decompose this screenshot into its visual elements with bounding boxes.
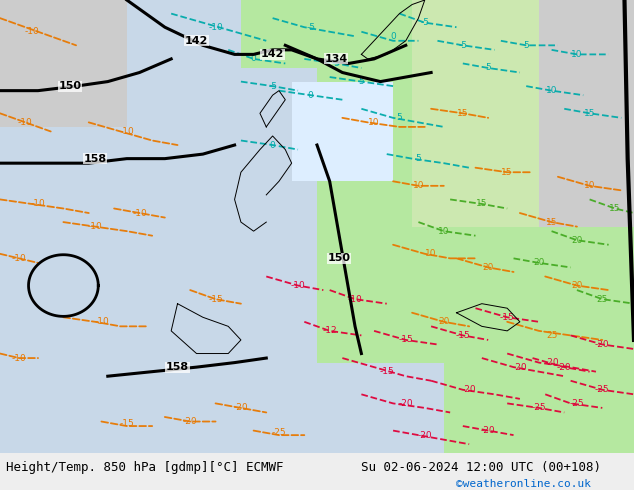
Text: -15: -15	[455, 331, 470, 340]
Text: 5: 5	[415, 154, 422, 163]
Text: 15: 15	[609, 204, 621, 213]
Text: -20: -20	[233, 403, 249, 413]
Text: -10: -10	[94, 318, 109, 326]
Text: -25: -25	[595, 385, 610, 394]
Text: 142: 142	[185, 36, 208, 46]
Text: 20: 20	[533, 258, 545, 268]
Text: 150: 150	[58, 81, 81, 91]
Bar	[241, 363, 444, 453]
Text: -10: -10	[119, 127, 134, 136]
Text: 158: 158	[84, 154, 107, 164]
Text: 15: 15	[476, 199, 488, 208]
Text: 10: 10	[571, 50, 583, 59]
Text: 20: 20	[482, 263, 494, 272]
Text: 10: 10	[425, 249, 437, 258]
Bar	[178, 68, 317, 385]
Bar	[292, 81, 393, 181]
Text: 15: 15	[501, 168, 513, 177]
Text: -5: -5	[420, 18, 429, 27]
Text: -20: -20	[544, 358, 559, 367]
Text: -25: -25	[271, 428, 287, 438]
Text: -15: -15	[500, 313, 515, 322]
Bar	[0, 0, 127, 127]
Text: 5: 5	[523, 41, 529, 50]
Text: -10: -10	[24, 27, 39, 36]
Text: 158: 158	[166, 362, 189, 372]
Text: 5: 5	[485, 64, 491, 73]
Text: 20: 20	[571, 281, 583, 290]
Text: -10: -10	[347, 294, 363, 304]
Text: -10: -10	[11, 254, 27, 263]
Text: -15: -15	[119, 419, 134, 428]
Text: -5: -5	[458, 41, 467, 50]
Text: -10: -10	[18, 118, 33, 127]
Text: -20: -20	[398, 399, 413, 408]
Text: 20: 20	[571, 236, 583, 245]
Text: 5: 5	[358, 77, 365, 86]
Text: -5: -5	[268, 82, 277, 91]
Text: 10: 10	[368, 118, 380, 127]
Text: Su 02-06-2024 12:00 UTC (00+108): Su 02-06-2024 12:00 UTC (00+108)	[361, 462, 602, 474]
Text: -10: -10	[208, 23, 223, 32]
Text: 15: 15	[457, 109, 469, 118]
Text: -10: -10	[87, 222, 103, 231]
Text: -20: -20	[462, 385, 477, 394]
Text: 142: 142	[261, 49, 284, 59]
Bar	[539, 0, 634, 226]
Text: -15: -15	[379, 367, 394, 376]
Text: 10: 10	[584, 181, 595, 190]
Text: 25: 25	[546, 331, 557, 340]
Bar	[0, 0, 254, 453]
Text: -10: -10	[290, 281, 306, 290]
Text: -20: -20	[183, 417, 198, 426]
Text: 0: 0	[269, 141, 276, 149]
Text: -25: -25	[569, 399, 585, 408]
Bar	[412, 0, 634, 226]
Text: 5: 5	[396, 113, 403, 122]
Text: -5: -5	[332, 59, 340, 68]
Text: -15: -15	[398, 336, 413, 344]
Text: 150: 150	[328, 253, 351, 263]
Text: -12: -12	[322, 326, 337, 335]
Text: -20: -20	[512, 363, 527, 371]
Text: -10: -10	[30, 199, 46, 208]
Text: -15: -15	[208, 294, 223, 304]
Text: 10: 10	[546, 86, 557, 95]
Text: 20: 20	[438, 318, 450, 326]
Bar	[241, 0, 634, 453]
Text: ©weatheronline.co.uk: ©weatheronline.co.uk	[456, 479, 592, 489]
Text: 15: 15	[546, 218, 557, 226]
Text: -25: -25	[531, 403, 547, 413]
Text: -20: -20	[481, 426, 496, 435]
Text: 15: 15	[584, 109, 595, 118]
Text: -20: -20	[595, 340, 610, 349]
Text: -10: -10	[132, 209, 147, 218]
Text: 10: 10	[413, 181, 424, 190]
Text: 0: 0	[390, 32, 396, 41]
Text: Height/Temp. 850 hPa [gdmp][°C] ECMWF: Height/Temp. 850 hPa [gdmp][°C] ECMWF	[6, 462, 284, 474]
Text: -10: -10	[11, 354, 27, 363]
Text: -5: -5	[306, 23, 315, 32]
Text: 134: 134	[325, 54, 347, 64]
Text: 0: 0	[250, 54, 257, 63]
Text: -20: -20	[557, 363, 572, 371]
Text: 0: 0	[307, 91, 314, 99]
Text: 10: 10	[438, 227, 450, 236]
Text: -20: -20	[417, 431, 432, 440]
Text: 25: 25	[597, 294, 608, 304]
